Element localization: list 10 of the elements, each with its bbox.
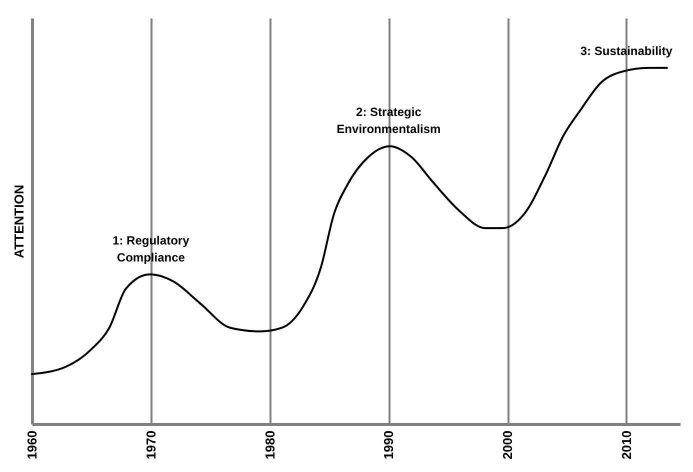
- annotation: 1: Regulatory Compliance: [112, 233, 190, 264]
- x-tick-label: 1980: [262, 430, 278, 460]
- annotation: 3: Sustainability: [580, 44, 673, 58]
- x-tick-label: 1960: [24, 430, 40, 460]
- y-axis-title: ATTENTION: [12, 184, 26, 258]
- annotation: 2: Strategic Environmentalism: [336, 105, 441, 136]
- x-tick-label: 2010: [618, 430, 634, 460]
- x-tick-label: 1970: [143, 430, 158, 460]
- x-tick-label: 2000: [500, 430, 516, 460]
- x-tick-label: 1990: [381, 430, 396, 460]
